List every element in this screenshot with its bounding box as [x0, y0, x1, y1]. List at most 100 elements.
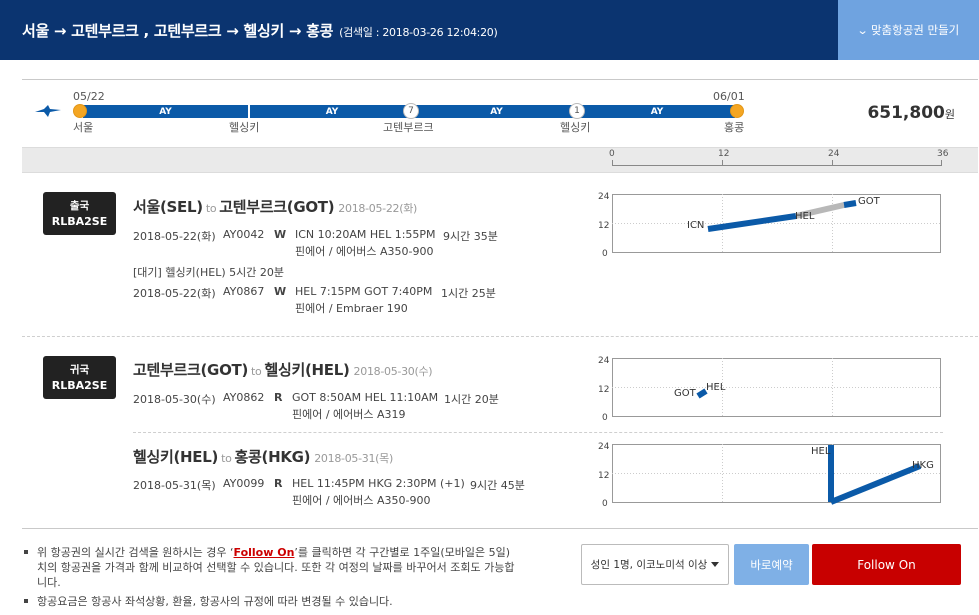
route-segment-4: AY [579, 105, 735, 118]
custom-ticket-label: 맞춤항공권 만들기 [870, 23, 960, 37]
layover-line [795, 202, 845, 219]
axis-line [612, 165, 942, 166]
caret-down-icon [711, 562, 720, 567]
stay-days-badge: 1 [569, 103, 585, 119]
airline-aircraft: 핀에어 / 에어버스 A350-900 [295, 245, 434, 258]
flight-date: 2018-05-22(화) [133, 287, 216, 300]
flight-schedule: HEL 11:45PM HKG 2:30PM (+1) [292, 477, 465, 490]
return-leg1-time-chart: 24 12 0 GOT HEL [598, 356, 941, 423]
airport-label: HEL [795, 211, 815, 222]
flight-line [707, 213, 797, 232]
route-segment-2: AY [250, 105, 414, 118]
custom-ticket-button[interactable]: ⌄ 맞춤항공권 만들기 [838, 0, 979, 60]
y-tick-label: 24 [598, 192, 610, 202]
city-label: 고텐부르크 [383, 121, 434, 134]
finnair-logo-icon [35, 105, 61, 117]
start-date: 05/22 [73, 90, 105, 103]
flight-date: 2018-05-30(수) [133, 393, 216, 406]
booking-class: R [274, 391, 283, 404]
y-tick-label: 12 [598, 221, 609, 231]
y-tick-label: 0 [602, 499, 608, 509]
leg-divider [133, 432, 943, 433]
end-date: 06/01 [713, 90, 745, 103]
airport-label: ICN [687, 220, 704, 231]
flight-number: AY0867 [223, 285, 265, 298]
flight-schedule: HEL 7:15PM GOT 7:40PM [295, 285, 433, 298]
airport-label: GOT [858, 196, 881, 207]
airport-label: HEL [706, 382, 726, 393]
header: 서울 → 고텐부르크 , 고텐부르크 → 헬싱키 → 홍콩 (검색일 : 2018… [0, 0, 979, 60]
y-tick-label: 0 [602, 249, 608, 259]
flight-line [843, 200, 857, 208]
total-price: 651,800원 [867, 103, 955, 123]
axis-tick-label: 12 [718, 149, 730, 159]
outbound-route-title: 서울(SEL) to 고텐부르크(GOT) 2018-05-22(화) [133, 198, 418, 216]
itinerary-title: 서울 → 고텐부르크 , 고텐부르크 → 헬싱키 → 홍콩 (검색일 : 2018… [22, 20, 498, 41]
flight-line [696, 388, 708, 399]
axis-tick [722, 160, 723, 166]
airport-label: HEL [811, 446, 831, 457]
flight-line [829, 463, 922, 505]
flight-duration: 1시간 20분 [444, 393, 499, 406]
follow-on-note: 위 항공권의 실시간 검색을 원하시는 경우 ‘Follow On’를 클릭하면… [24, 545, 519, 590]
route-segment-1: AY [83, 105, 248, 118]
airport-label: GOT [674, 388, 697, 399]
passenger-class-value: 성인 1명, 이코노미석 이상 [590, 559, 708, 571]
footer-divider [22, 528, 978, 529]
y-tick-label: 24 [598, 442, 610, 452]
follow-on-link[interactable]: Follow On [233, 546, 295, 559]
end-dot [730, 104, 744, 118]
stay-days-badge: 7 [403, 103, 419, 119]
search-date: (검색일 : 2018-03-26 12:04:20) [339, 26, 498, 39]
flight-number: AY0099 [223, 477, 265, 490]
axis-tick [612, 160, 613, 166]
axis-tick-label: 36 [937, 149, 949, 159]
booking-class: W [274, 285, 287, 298]
flight-number: AY0042 [223, 228, 265, 241]
passenger-class-select[interactable]: 성인 1명, 이코노미석 이상 [581, 544, 729, 585]
axis-tick [832, 160, 833, 166]
itinerary-route-text: 서울 → 고텐부르크 , 고텐부르크 → 헬싱키 → 홍콩 [22, 22, 334, 40]
flight-schedule: ICN 10:20AM HEL 1:55PM [295, 228, 436, 241]
airport-label: HKG [912, 460, 934, 471]
fare-note: 항공요금은 항공사 좌석상황, 환율, 항공사의 규정에 따라 변경될 수 있습… [24, 594, 519, 609]
flight-duration: 1시간 25분 [441, 287, 496, 300]
follow-on-button[interactable]: Follow On [812, 544, 961, 585]
bullet-icon [24, 550, 28, 554]
chevron-down-icon: ⌄ [856, 23, 869, 37]
layover-info: [대기] 헬싱키(HEL) 5시간 20분 [133, 266, 284, 279]
outbound-time-chart: 24 12 0 ICN HEL GOT [598, 192, 941, 259]
section-divider [22, 336, 978, 337]
return-leg2-route-title: 헬싱키(HEL) to 홍콩(HKG) 2018-05-31(목) [133, 448, 393, 466]
axis-tick [941, 160, 942, 166]
return-badge: 귀국 RLBA2SE [43, 356, 116, 399]
bullet-icon [24, 599, 28, 603]
flight-schedule: GOT 8:50AM HEL 11:10AM [292, 391, 439, 404]
outbound-badge: 출국 RLBA2SE [43, 192, 116, 235]
return-route-title: 고텐부르크(GOT) to 헬싱키(HEL) 2018-05-30(수) [133, 361, 433, 379]
start-dot [73, 104, 87, 118]
flight-number: AY0862 [223, 391, 265, 404]
y-tick-label: 0 [602, 413, 608, 423]
y-tick-label: 24 [598, 356, 610, 366]
flight-date: 2018-05-31(목) [133, 479, 216, 492]
flight-date: 2018-05-22(화) [133, 230, 216, 243]
timeline-axis [22, 147, 978, 173]
booking-class: R [274, 477, 283, 490]
city-label: 헬싱키 [229, 121, 260, 134]
airline-aircraft: 핀에어 / 에어버스 A350-900 [292, 494, 431, 507]
airline-aircraft: 핀에어 / 에어버스 A319 [292, 408, 406, 421]
y-tick-label: 12 [598, 471, 609, 481]
return-leg2-time-chart: 24 12 0 HEL HKG [598, 442, 941, 509]
divider [22, 79, 978, 80]
axis-tick-label: 0 [609, 149, 615, 159]
city-label: 서울 [73, 121, 94, 134]
flight-duration: 9시간 45분 [470, 479, 525, 492]
flight-duration: 9시간 35분 [443, 230, 498, 243]
book-now-button[interactable]: 바로예약 [734, 544, 809, 585]
axis-tick-label: 24 [828, 149, 840, 159]
booking-class: W [274, 228, 287, 241]
city-label: 홍콩 [724, 121, 745, 134]
airline-aircraft: 핀에어 / Embraer 190 [295, 302, 408, 315]
route-segment-3: AY [414, 105, 579, 118]
